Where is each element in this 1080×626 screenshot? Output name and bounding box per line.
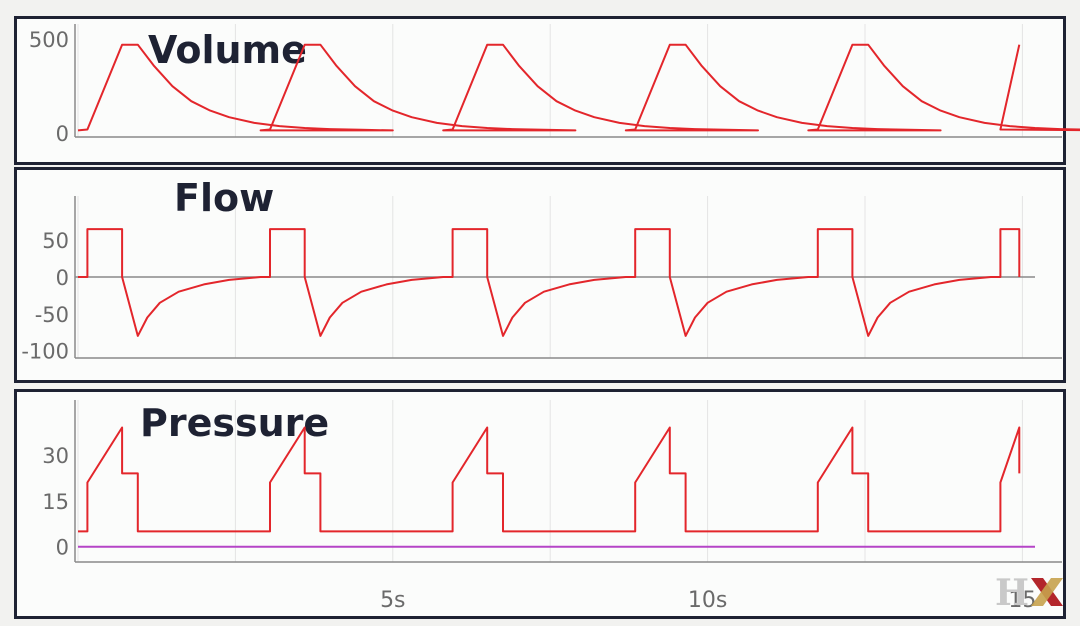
volume-panel: [14, 16, 1066, 165]
hx-logo: H: [993, 572, 1067, 614]
ytick-label-3-2: 0: [56, 536, 69, 560]
volume-trace: [77, 43, 1080, 132]
ytick-label-3-0: 30: [42, 444, 69, 468]
flow-panel: [14, 167, 1066, 383]
panel-title-volume: Volume: [148, 28, 307, 72]
ytick-label-2-2: -50: [35, 303, 69, 327]
ytick-label-2-0: 50: [42, 229, 69, 253]
flow-trace: [78, 228, 1021, 337]
pressure-trace: [78, 426, 1021, 533]
ytick-label-1-0: 500: [29, 28, 69, 52]
pressure-panel: [14, 389, 1066, 619]
ytick-label-2-3: -100: [21, 340, 69, 364]
ytick-label-3-1: 15: [42, 490, 69, 514]
xtick-label-0: 5s: [380, 588, 405, 613]
panel-title-flow: Flow: [174, 176, 274, 220]
svg-text:H: H: [995, 572, 1029, 612]
xtick-label-1: 10s: [688, 588, 727, 613]
xtick-label-2: 15: [1008, 588, 1036, 613]
hx-logo-mark: H: [995, 572, 1063, 614]
ytick-label-1-1: 0: [56, 122, 69, 146]
ytick-label-2-1: 0: [56, 266, 69, 290]
panel-title-pressure: Pressure: [140, 401, 329, 445]
